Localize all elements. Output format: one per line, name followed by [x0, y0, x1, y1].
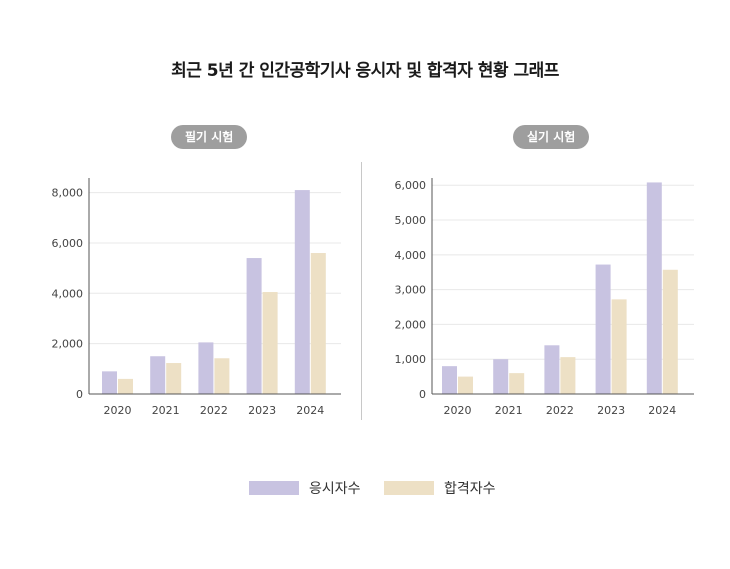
x-tick-label: 2022 — [200, 404, 228, 417]
legend: 응시자수 합격자수 — [0, 478, 730, 498]
bar-applicants — [150, 356, 166, 394]
bar-applicants — [493, 359, 509, 394]
legend-label-passers: 합격자수 — [444, 481, 496, 497]
y-tick-label: 2,000 — [52, 338, 84, 351]
x-tick-label: 2024 — [296, 404, 324, 417]
bar-passers — [214, 358, 230, 394]
legend-label-applicants: 응시자수 — [309, 481, 361, 497]
bar-applicants — [442, 366, 457, 394]
legend-item-passers: 합격자수 — [384, 478, 496, 498]
y-tick-label: 6,000 — [395, 179, 427, 192]
bar-applicants — [198, 342, 214, 394]
bar-passers — [310, 253, 326, 394]
y-tick-label: 2,000 — [395, 318, 427, 331]
y-tick-label: 3,000 — [395, 284, 427, 297]
bar-applicants — [646, 182, 662, 394]
y-tick-label: 6,000 — [52, 237, 84, 250]
y-tick-label: 4,000 — [52, 287, 84, 300]
bar-passers — [611, 299, 627, 394]
bar-passers — [166, 363, 182, 394]
bar-passers — [662, 269, 678, 394]
legend-swatch-applicants — [249, 481, 299, 495]
panel-title-written: 필기 시험 — [171, 125, 248, 149]
y-tick-label: 8,000 — [52, 187, 84, 200]
x-tick-label: 2023 — [248, 404, 276, 417]
x-tick-label: 2023 — [597, 404, 625, 417]
panel-title-practical: 실기 시험 — [513, 125, 590, 149]
x-tick-label: 2024 — [648, 404, 676, 417]
bar-applicants — [544, 345, 560, 394]
bar-passers — [458, 376, 473, 394]
panel-divider — [361, 162, 362, 420]
legend-item-applicants: 응시자수 — [249, 478, 361, 498]
chart-title: 최근 5년 간 인간공학기사 응시자 및 합격자 현황 그래프 — [171, 61, 559, 81]
bar-applicants — [102, 371, 117, 394]
bar-applicants — [246, 258, 262, 394]
x-tick-label: 2021 — [152, 404, 180, 417]
y-tick-label: 5,000 — [395, 214, 427, 227]
y-tick-label: 4,000 — [395, 249, 427, 262]
bar-passers — [262, 292, 278, 394]
x-tick-label: 2021 — [495, 404, 523, 417]
y-tick-label: 1,000 — [395, 353, 427, 366]
x-tick-label: 2020 — [444, 404, 472, 417]
y-tick-label: 0 — [76, 388, 83, 401]
bar-passers — [560, 357, 576, 394]
bar-passers — [509, 373, 525, 394]
x-tick-label: 2022 — [546, 404, 574, 417]
bar-applicants — [294, 190, 310, 394]
bar-applicants — [595, 264, 611, 394]
y-tick-label: 0 — [419, 388, 426, 401]
bar-passers — [118, 378, 133, 394]
x-tick-label: 2020 — [104, 404, 132, 417]
legend-swatch-passers — [384, 481, 434, 495]
